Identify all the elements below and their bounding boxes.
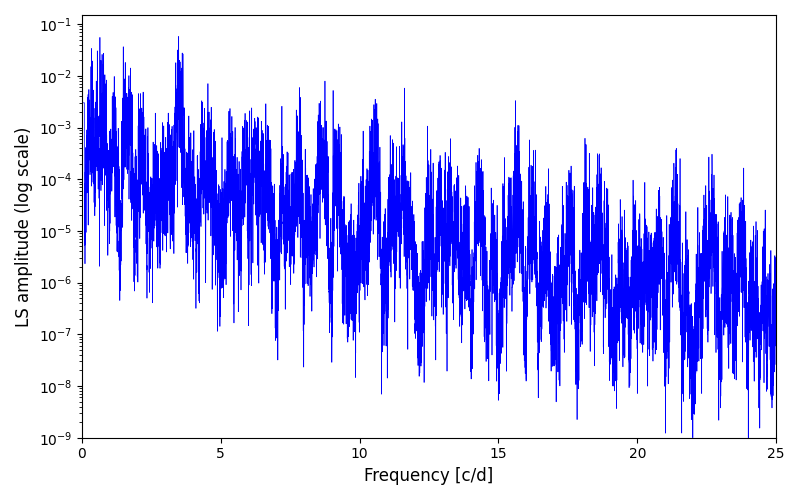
X-axis label: Frequency [c/d]: Frequency [c/d] <box>364 467 494 485</box>
Y-axis label: LS amplitude (log scale): LS amplitude (log scale) <box>15 126 33 326</box>
